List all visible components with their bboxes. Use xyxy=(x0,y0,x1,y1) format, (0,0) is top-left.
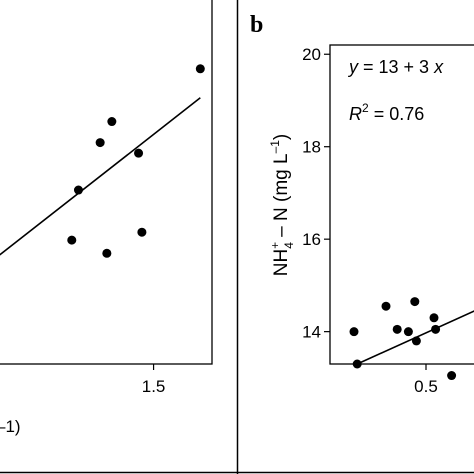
panel-a-fit-line xyxy=(0,97,201,256)
panel-b-y-ticks: 20 18 16 14 xyxy=(302,45,330,342)
panel-a-plot-border xyxy=(0,0,213,365)
panel-b-equation: y = 13 + 3 x xyxy=(347,57,444,77)
panel-a-point-2 xyxy=(107,117,117,127)
panel-b-x-ticks: 0.5 xyxy=(414,364,438,396)
r2-symbol: R xyxy=(349,104,362,124)
panel-a-point-7 xyxy=(195,64,205,74)
panel-b-point-5 xyxy=(410,297,420,307)
panel-b-y-tick-label-2: 16 xyxy=(302,230,321,249)
panel-b-point-3 xyxy=(392,324,402,334)
ylabel-close: ) xyxy=(271,134,292,140)
panel-a-x-tick-label-0: 1.5 xyxy=(142,377,166,396)
panel-b-point-1 xyxy=(352,359,362,369)
panel-a-point-0 xyxy=(73,185,83,195)
ylabel-sup2: –1 xyxy=(268,140,282,154)
equation-mid: = 13 + 3 xyxy=(358,57,434,77)
ylabel-rest: – N (mg L xyxy=(271,153,292,242)
panel-a-point-6 xyxy=(134,148,144,158)
panel-b-y-axis-label: NH+4 – N (mg L–1) xyxy=(268,134,296,277)
panel-b-marks xyxy=(349,297,474,381)
panel-a-x-ticks: 1.5 xyxy=(142,364,166,396)
panel-b-point-2 xyxy=(381,301,391,311)
r2-value: = 0.76 xyxy=(369,104,425,124)
panel-b: b 20 18 16 14 0.5 y = 13 + 3 x R2 = 0.76 NH… xyxy=(250,12,474,396)
panel-a: 1.5 –1) xyxy=(0,0,213,436)
panel-b-r2: R2 = 0.76 xyxy=(349,101,424,124)
panel-b-point-4 xyxy=(403,327,413,337)
panel-b-y-tick-label-3: 14 xyxy=(302,323,321,342)
panel-b-plot-border xyxy=(329,44,474,365)
panel-b-x-tick-label-0: 0.5 xyxy=(414,377,438,396)
panel-a-point-5 xyxy=(137,227,147,237)
ylabel-sub: 4 xyxy=(282,242,296,249)
panel-b-fit-line xyxy=(356,310,474,365)
equation-var: x xyxy=(433,57,444,77)
panel-b-point-9 xyxy=(447,371,457,381)
panel-a-x-label-fragment: –1) xyxy=(0,417,21,436)
ylabel-base: NH xyxy=(271,249,292,276)
panel-a-point-4 xyxy=(102,248,112,258)
panel-b-point-8 xyxy=(431,324,441,334)
panel-b-point-7 xyxy=(429,313,439,323)
panel-b-point-0 xyxy=(349,327,359,337)
panel-b-point-6 xyxy=(411,336,421,346)
panel-a-point-3 xyxy=(67,235,77,245)
r2-sup: 2 xyxy=(362,101,369,115)
panel-b-letter: b xyxy=(250,12,263,38)
panel-a-point-1 xyxy=(95,138,105,148)
ylabel-sup: + xyxy=(268,242,282,249)
equation-lhs: y xyxy=(347,57,359,77)
panel-b-y-tick-label-0: 20 xyxy=(302,45,321,64)
panel-a-marks xyxy=(0,64,205,258)
panel-b-y-tick-label-1: 18 xyxy=(302,138,321,157)
